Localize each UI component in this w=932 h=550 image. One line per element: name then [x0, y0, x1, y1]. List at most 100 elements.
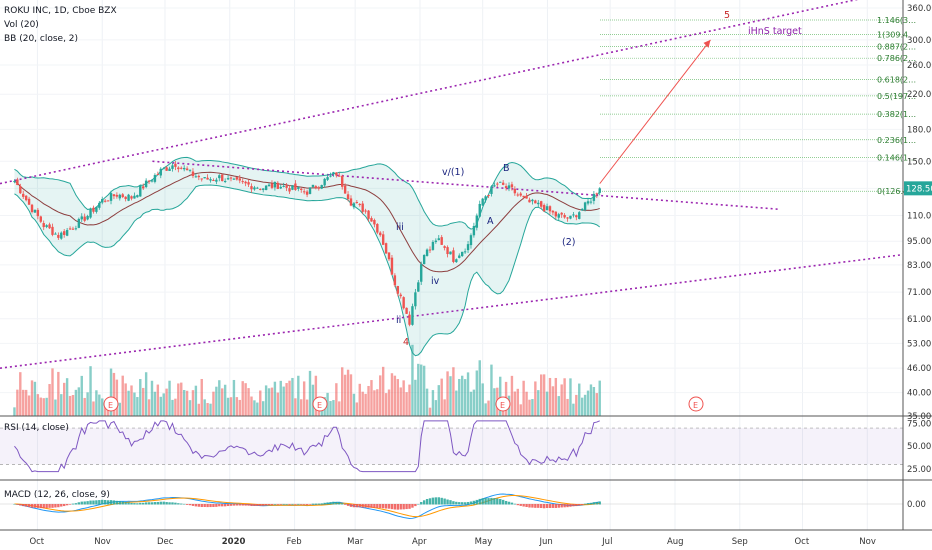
- volume-bar: [264, 385, 268, 416]
- volume-bar: [144, 372, 148, 416]
- candle: [557, 214, 560, 218]
- volume-bar: [36, 394, 40, 416]
- volume-bar: [557, 396, 560, 416]
- fib-level-label: 1.146(3…: [877, 16, 916, 25]
- candle: [42, 223, 45, 228]
- candle: [434, 240, 438, 243]
- volume-bar: [460, 375, 464, 416]
- wave-a-label: A: [487, 216, 494, 227]
- candle: [507, 185, 511, 189]
- rsi-axis-label: 25.00: [907, 465, 931, 475]
- volume-bar: [364, 393, 367, 416]
- volume-bar: [13, 407, 16, 416]
- candle: [408, 314, 411, 325]
- candle: [425, 249, 429, 256]
- macd-histogram-bar: [343, 504, 347, 505]
- macd-histogram-bar: [484, 497, 487, 505]
- candle: [118, 194, 122, 199]
- candle: [589, 201, 593, 203]
- candle: [136, 195, 139, 198]
- macd-histogram-bar: [101, 499, 104, 505]
- candle: [253, 187, 256, 190]
- macd-histogram-bar: [346, 504, 350, 506]
- macd-histogram-bar: [136, 503, 139, 505]
- macd-histogram-bar: [534, 504, 537, 508]
- macd-histogram-bar: [238, 504, 241, 506]
- macd-histogram-bar: [294, 504, 297, 505]
- candle: [130, 196, 133, 199]
- volume-bar: [332, 400, 335, 416]
- volume-bar: [130, 385, 133, 416]
- macd-histogram-bar: [387, 504, 391, 509]
- macd-histogram-bar: [563, 504, 566, 508]
- macd-histogram-bar: [399, 504, 402, 510]
- macd-histogram-bar: [139, 502, 142, 505]
- macd-histogram-bar: [510, 502, 514, 505]
- macd-histogram-bar: [83, 501, 86, 505]
- macd-histogram-bar: [586, 503, 590, 505]
- volume-bar: [92, 401, 95, 416]
- volume-bar: [358, 383, 361, 416]
- volume-bar: [27, 395, 31, 416]
- macd-histogram-bar: [379, 504, 382, 509]
- macd-histogram-bar: [598, 501, 601, 505]
- volume-bar: [446, 371, 449, 416]
- volume-bar: [171, 399, 174, 416]
- candle: [516, 194, 519, 196]
- macd-histogram-bar: [115, 500, 119, 505]
- candle: [469, 235, 473, 246]
- macd-histogram-bar: [244, 504, 247, 506]
- candle: [402, 297, 405, 309]
- volume-bar: [279, 380, 282, 416]
- macd-histogram-bar: [499, 498, 502, 505]
- candle: [185, 168, 189, 171]
- price-axis-label: 360.00: [907, 4, 932, 14]
- macd-histogram-bar: [74, 503, 78, 505]
- time-axis-label: Sep: [732, 537, 748, 547]
- volume-bar: [583, 394, 587, 416]
- macd-histogram-bar: [496, 498, 499, 505]
- volume-bar: [458, 378, 461, 416]
- candle: [481, 198, 484, 206]
- candle: [302, 191, 306, 193]
- time-axis-label: Oct: [794, 537, 809, 547]
- volume-bar: [443, 399, 446, 416]
- volume-bar: [197, 403, 201, 416]
- candle: [343, 185, 347, 194]
- volume-bar: [384, 393, 388, 416]
- earnings-marker[interactable]: E: [312, 396, 328, 412]
- candle: [16, 179, 19, 186]
- candle: [60, 232, 63, 239]
- candle: [27, 198, 31, 205]
- earnings-marker[interactable]: E: [495, 396, 511, 412]
- volume-bar: [417, 363, 420, 416]
- macd-histogram-bar: [422, 500, 426, 505]
- price-axis-label: 40.00: [907, 389, 931, 399]
- candle: [405, 307, 408, 314]
- earnings-marker[interactable]: E: [688, 396, 704, 412]
- earnings-marker[interactable]: E: [103, 396, 119, 412]
- volume-bar: [212, 391, 215, 416]
- time-axis-label: Feb: [287, 537, 302, 547]
- candle: [48, 224, 51, 229]
- volume-bar: [109, 368, 113, 416]
- macd-histogram-bar: [311, 503, 315, 505]
- candle: [223, 180, 227, 182]
- candle: [455, 259, 458, 263]
- volume-bar: [434, 400, 438, 416]
- candle: [528, 199, 531, 203]
- macd-histogram-bar: [443, 498, 446, 505]
- candle: [209, 179, 212, 181]
- volume-bar: [569, 378, 572, 416]
- wave-iii-label: iii: [396, 222, 404, 233]
- volume-bar: [493, 388, 496, 416]
- candle: [548, 206, 552, 212]
- volume-bar: [314, 375, 318, 416]
- macd-histogram-bar: [434, 497, 438, 505]
- candle: [200, 178, 203, 180]
- candle: [89, 208, 92, 218]
- volume-bar: [180, 382, 183, 416]
- macd-histogram-bar: [60, 504, 63, 507]
- candle: [364, 210, 367, 212]
